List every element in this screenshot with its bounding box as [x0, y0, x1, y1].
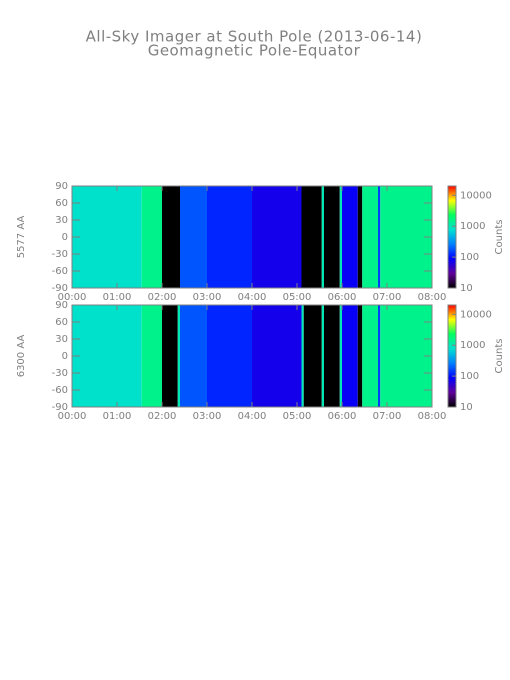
chart-title: All-Sky Imager at South Pole (2013-06-14…: [86, 28, 423, 46]
heatmap-cell: [252, 186, 302, 288]
y-tick-label: 30: [55, 215, 68, 226]
x-tick-label: 06:00: [328, 292, 357, 303]
x-tick-label: 02:00: [148, 292, 177, 303]
y-tick-label: 90: [55, 181, 68, 192]
heatmap-cell: [380, 186, 432, 288]
y-tick-label: -90: [52, 283, 68, 294]
x-tick-label: 03:00: [193, 411, 222, 422]
heatmap-cell: [207, 305, 252, 407]
colorbar-tick-label: 10: [460, 402, 473, 413]
x-tick-label: 05:00: [283, 292, 312, 303]
y-tick-label: 30: [55, 334, 68, 345]
x-tick-label: 05:00: [283, 411, 312, 422]
colorbar-tick-label: 1000: [460, 340, 485, 351]
y-axis-label: 5577 AA: [16, 216, 27, 259]
heatmap-cell: [177, 305, 180, 407]
x-tick-label: 07:00: [373, 292, 402, 303]
heatmap-cell: [162, 305, 178, 407]
colorbar-tick-label: 100: [460, 252, 479, 263]
y-tick-label: 60: [55, 198, 68, 209]
y-tick-label: -90: [52, 402, 68, 413]
heatmap-cell: [362, 186, 378, 288]
x-tick-label: 08:00: [418, 292, 447, 303]
heatmap-cell: [141, 186, 162, 288]
colorbar-label: Counts: [494, 220, 505, 255]
x-tick-label: 01:00: [103, 411, 132, 422]
x-tick-label: 02:00: [148, 411, 177, 422]
y-tick-label: 90: [55, 300, 68, 311]
x-tick-label: 00:00: [58, 292, 87, 303]
x-tick-label: 04:00: [238, 411, 267, 422]
heatmap-cell: [378, 186, 381, 288]
heatmap-cell: [342, 186, 358, 288]
heatmap-cell: [180, 305, 207, 407]
heatmap-cell: [380, 305, 432, 407]
y-axis-label: 6300 AA: [16, 335, 27, 378]
heatmap-cell: [378, 305, 381, 407]
x-tick-label: 06:00: [328, 411, 357, 422]
heatmap-cell: [162, 186, 180, 288]
heatmap-cell: [321, 305, 324, 407]
heatmap-cell: [252, 305, 302, 407]
y-tick-label: -30: [52, 368, 68, 379]
colorbar: [447, 185, 457, 289]
heatmap-cell: [301, 305, 304, 407]
colorbar-label: Counts: [494, 339, 505, 374]
x-tick-label: 03:00: [193, 292, 222, 303]
heatmap-cell: [303, 305, 322, 407]
colorbar-tick-label: 100: [460, 371, 479, 382]
heatmap-cell: [342, 305, 358, 407]
heatmap-cell: [207, 186, 252, 288]
heatmap-cell: [321, 186, 324, 288]
colorbar-tick-label: 10000: [460, 190, 492, 201]
x-tick-label: 01:00: [103, 292, 132, 303]
heatmap-cell: [180, 186, 207, 288]
colorbar-tick-label: 1000: [460, 221, 485, 232]
heatmap-cell: [357, 305, 363, 407]
heatmap-cell: [357, 186, 363, 288]
heatmap-cell: [141, 305, 162, 407]
heatmap-cell: [324, 305, 340, 407]
y-tick-label: 0: [62, 351, 68, 362]
heatmap-cell: [301, 186, 322, 288]
y-tick-label: 0: [62, 232, 68, 243]
heatmap-cell: [339, 305, 342, 407]
colorbar-tick-label: 10000: [460, 309, 492, 320]
heatmap-cell: [339, 186, 342, 288]
colorbar-tick-label: 10: [460, 283, 473, 294]
heatmap-cell: [362, 305, 378, 407]
y-tick-label: -60: [52, 385, 68, 396]
x-tick-label: 07:00: [373, 411, 402, 422]
heatmap-cell: [72, 305, 142, 407]
heatmap-cell: [324, 186, 340, 288]
x-tick-label: 04:00: [238, 292, 267, 303]
x-tick-label: 08:00: [418, 411, 447, 422]
y-tick-label: 60: [55, 317, 68, 328]
chart-subtitle: Geomagnetic Pole-Equator: [148, 42, 361, 60]
x-tick-label: 00:00: [58, 411, 87, 422]
colorbar: [447, 304, 457, 408]
y-tick-label: -60: [52, 266, 68, 277]
y-tick-label: -30: [52, 249, 68, 260]
heatmap-cell: [72, 186, 142, 288]
